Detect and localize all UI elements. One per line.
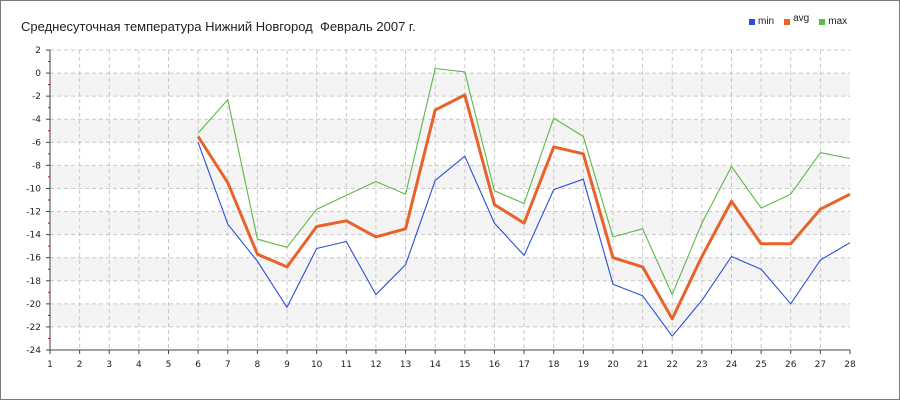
- y-tick-label: -14: [26, 231, 41, 241]
- x-tick-label: 14: [429, 360, 441, 370]
- y-tick-label: 0: [35, 69, 41, 79]
- x-tick-label: 23: [696, 360, 707, 370]
- series-line-avg: [196, 93, 851, 321]
- x-tick-label: 9: [284, 360, 290, 370]
- x-tick-label: 16: [489, 360, 501, 370]
- grid-band: [50, 211, 850, 235]
- legend-label: max: [828, 16, 848, 27]
- x-tick-label: 18: [548, 360, 560, 370]
- x-tick-label: 10: [311, 360, 323, 370]
- x-tick-label: 22: [666, 360, 677, 370]
- y-tick-label: -8: [32, 161, 41, 171]
- legend-item-min: min: [749, 16, 774, 27]
- grid-band: [50, 73, 850, 97]
- grid-band: [50, 257, 850, 281]
- x-tick-label: 1: [47, 360, 53, 370]
- y-tick-label: -16: [26, 254, 41, 264]
- y-tick-label: 2: [35, 46, 41, 56]
- legend-swatch: [819, 18, 826, 25]
- x-tick-label: 28: [844, 360, 856, 370]
- y-tick-label: -2: [32, 92, 41, 102]
- legend-swatch: [784, 18, 791, 25]
- x-tick-label: 13: [400, 360, 411, 370]
- x-tick-label: 17: [518, 360, 529, 370]
- legend-label: avg: [793, 13, 810, 24]
- grid-band: [50, 119, 850, 143]
- x-tick-label: 11: [341, 360, 352, 370]
- legend-label: min: [758, 16, 775, 27]
- legend-item-max: max: [819, 16, 847, 27]
- y-tick-label: -20: [26, 300, 41, 310]
- legend-item-avg: avg: [784, 13, 810, 27]
- x-tick-label: 5: [166, 360, 172, 370]
- y-tick-label: -4: [32, 115, 41, 125]
- x-tick-label: 7: [225, 360, 231, 370]
- x-tick-label: 4: [136, 360, 142, 370]
- x-tick-label: 27: [815, 360, 826, 370]
- grid-band: [50, 165, 850, 189]
- x-tick-label: 8: [255, 360, 261, 370]
- x-tick-label: 20: [607, 360, 619, 370]
- x-tick-label: 25: [755, 360, 766, 370]
- y-tick-label: -6: [32, 138, 41, 148]
- x-tick-label: 21: [637, 360, 648, 370]
- y-tick-label: -24: [26, 346, 41, 356]
- x-tick-label: 15: [459, 360, 470, 370]
- x-tick-label: 2: [77, 360, 83, 370]
- y-tick-label: -22: [26, 323, 41, 333]
- series-line-min: [197, 142, 851, 337]
- y-tick-label: -10: [26, 184, 41, 194]
- y-tick-label: -18: [26, 277, 41, 287]
- x-tick-label: 6: [195, 360, 201, 370]
- legend-swatch: [749, 18, 755, 25]
- x-tick-label: 24: [726, 360, 738, 370]
- chart-title: Среднесуточная температура Нижний Новгор…: [21, 19, 416, 34]
- x-tick-label: 12: [370, 360, 381, 370]
- legend: min avg max: [749, 13, 847, 27]
- x-tick-label: 19: [578, 360, 590, 370]
- series-line-max: [197, 67, 851, 296]
- x-tick-label: 26: [785, 360, 797, 370]
- x-tick-label: 3: [106, 360, 112, 370]
- y-tick-label: -12: [26, 208, 41, 218]
- grid-band: [50, 303, 850, 327]
